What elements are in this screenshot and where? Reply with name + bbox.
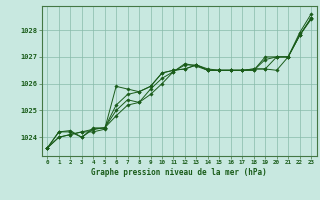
X-axis label: Graphe pression niveau de la mer (hPa): Graphe pression niveau de la mer (hPa) — [91, 168, 267, 177]
